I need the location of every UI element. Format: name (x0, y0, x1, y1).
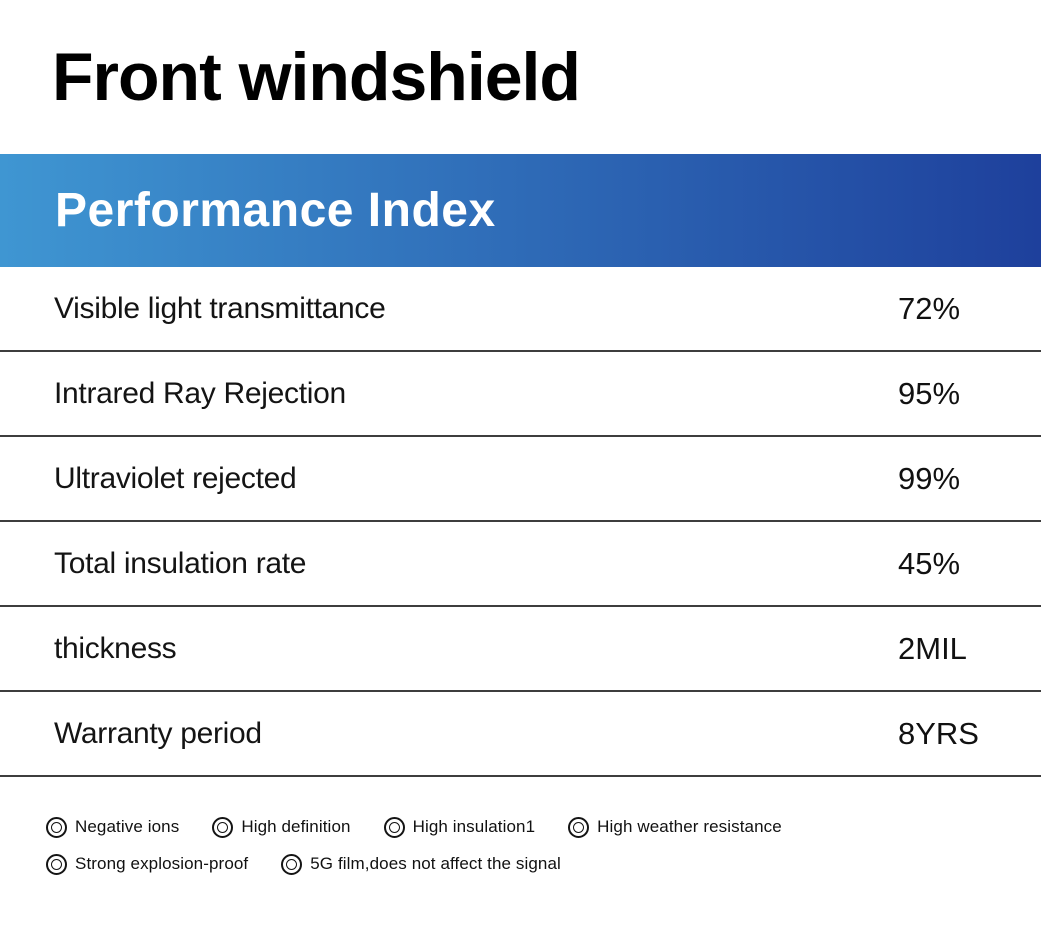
feature-row: Negative ions High definition High insul… (46, 814, 782, 840)
spec-value-thickness: 2MIL (898, 630, 967, 666)
table-row: Visible light transmittance 72% (0, 267, 1041, 352)
feature-row: Strong explosion-proof 5G film,does not … (46, 851, 782, 877)
spec-table: Visible light transmittance 72% Intrared… (0, 267, 1041, 777)
performance-header-title: Performance Index (55, 184, 496, 237)
table-row: Ultraviolet rejected 99% (0, 437, 1041, 522)
spec-value-total-insulation-rate: 45% (898, 545, 961, 581)
list-item: Negative ions (46, 816, 180, 838)
double-circle-icon (281, 853, 303, 875)
table-row: thickness 2MIL (0, 607, 1041, 692)
double-circle-icon (383, 816, 405, 838)
table-row: Intrared Ray Rejection 95% (0, 352, 1041, 437)
spec-label-total-insulation-rate: Total insulation rate (54, 546, 307, 580)
page-title: Front windshield (52, 39, 581, 115)
spec-label-infrared-ray-rejection: Intrared Ray Rejection (54, 376, 346, 410)
spec-value-infrared-ray-rejection: 95% (898, 375, 961, 411)
performance-header-bar: Performance Index (0, 154, 1041, 267)
list-item: Strong explosion-proof (46, 853, 249, 875)
spec-value-warranty-period: 8YRS (898, 715, 979, 751)
feature-label-high-insulation: High insulation1 (412, 817, 536, 836)
feature-label-high-definition: High definition (241, 817, 351, 836)
feature-label-negative-ions: Negative ions (75, 817, 180, 836)
spec-label-ultraviolet-rejected: Ultraviolet rejected (54, 461, 297, 495)
feature-label-strong-explosion-proof: Strong explosion-proof (75, 854, 249, 873)
double-circle-icon (46, 853, 67, 875)
spec-value-ultraviolet-rejected: 99% (898, 460, 961, 496)
spec-label-visible-light-transmittance: Visible light transmittance (54, 291, 386, 325)
table-row: Warranty period 8YRS (0, 692, 1041, 777)
feature-badges: Negative ions High definition High insul… (46, 814, 782, 877)
feature-label-high-weather-resistance: High weather resistance (597, 817, 782, 836)
list-item: High weather resistance (568, 816, 782, 838)
feature-label-5g-film: 5G film,does not affect the signal (310, 854, 561, 873)
list-item: High insulation1 (383, 816, 536, 838)
double-circle-icon (568, 816, 590, 838)
list-item: 5G film,does not affect the signal (281, 853, 561, 875)
spec-label-thickness: thickness (54, 631, 177, 665)
double-circle-icon (46, 816, 67, 838)
list-item: High definition (212, 816, 351, 838)
table-row: Total insulation rate 45% (0, 522, 1041, 607)
spec-label-warranty-period: Warranty period (54, 716, 262, 750)
double-circle-icon (212, 816, 234, 838)
spec-value-visible-light-transmittance: 72% (898, 290, 961, 326)
